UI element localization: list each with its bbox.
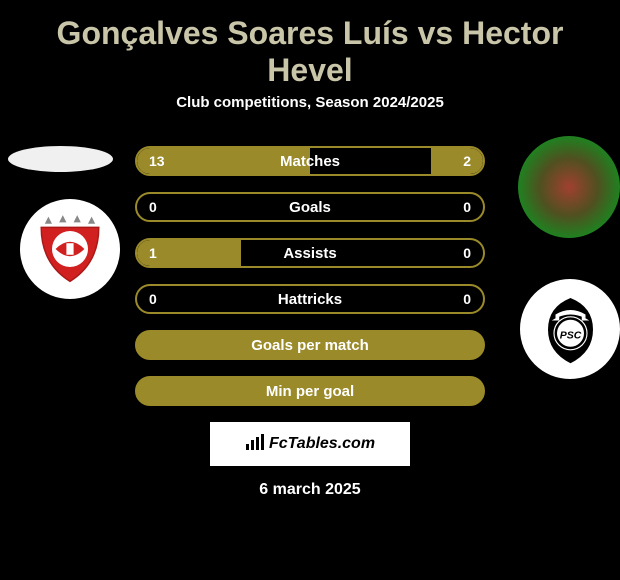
stat-row-goals: 0 Goals 0 [135, 192, 485, 222]
stat-value-right: 0 [463, 291, 471, 307]
stat-label: Hattricks [278, 291, 342, 308]
page-title: Gonçalves Soares Luís vs Hector Hevel [0, 0, 620, 94]
club-logo-left [20, 199, 120, 299]
stat-label: Min per goal [266, 383, 354, 400]
stat-row-assists: 1 Assists 0 [135, 238, 485, 268]
club-logo-right: PSC [520, 279, 620, 379]
stat-row-min-per-goal: Min per goal [135, 376, 485, 406]
benfica-logo-icon [34, 213, 106, 285]
stat-label: Goals [289, 199, 331, 216]
stat-label: Matches [280, 153, 340, 170]
watermark: FcTables.com [210, 422, 410, 466]
comparison-content: PSC 13 Matches 2 0 Goals 0 1 Assists 0 0… [0, 136, 620, 499]
svg-text:PSC: PSC [559, 329, 581, 341]
stats-container: 13 Matches 2 0 Goals 0 1 Assists 0 0 Hat… [135, 136, 485, 406]
stat-label: Assists [283, 245, 336, 262]
player-photo-left [8, 146, 113, 172]
stat-row-hattricks: 0 Hattricks 0 [135, 284, 485, 314]
stat-label: Goals per match [251, 337, 369, 354]
stat-row-matches: 13 Matches 2 [135, 146, 485, 176]
stat-value-left: 0 [149, 291, 157, 307]
stat-value-right: 0 [463, 245, 471, 261]
chart-icon [245, 434, 265, 455]
portimonense-logo-icon: PSC [533, 292, 608, 367]
subtitle: Club competitions, Season 2024/2025 [0, 94, 620, 111]
stat-fill-right [431, 148, 483, 174]
stat-value-left: 1 [149, 245, 157, 261]
date-text: 6 march 2025 [20, 481, 600, 499]
watermark-text: FcTables.com [269, 435, 375, 453]
stat-row-goals-per-match: Goals per match [135, 330, 485, 360]
player-photo-right [518, 136, 620, 238]
stat-value-left: 0 [149, 199, 157, 215]
stat-value-right: 0 [463, 199, 471, 215]
stat-value-right: 2 [463, 153, 471, 169]
stat-value-left: 13 [149, 153, 165, 169]
